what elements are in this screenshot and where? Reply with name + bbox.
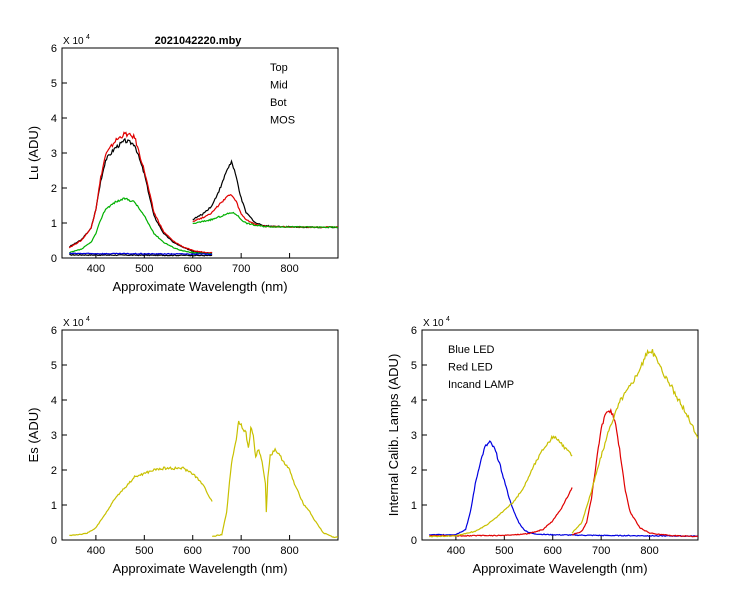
- axis-multiplier: X 10: [63, 318, 84, 329]
- y-tick-label: 0: [51, 535, 57, 547]
- x-tick-label: 800: [280, 263, 298, 275]
- series-line: [212, 420, 338, 539]
- x-axis-label: Approximate Wavelength (nm): [472, 561, 647, 576]
- y-tick-label: 3: [411, 430, 417, 442]
- x-tick-label: 400: [87, 263, 105, 275]
- axis-multiplier-exponent: 4: [446, 316, 450, 323]
- legend-entry: Bot: [270, 97, 287, 109]
- y-axis-label: Internal Calib. Lamps (ADU): [386, 354, 401, 517]
- series-line: [429, 487, 573, 537]
- x-tick-label: 600: [544, 545, 562, 557]
- series-line: [192, 211, 338, 229]
- y-tick-label: 1: [51, 218, 57, 230]
- x-tick-label: 600: [184, 263, 202, 275]
- y-tick-label: 1: [411, 500, 417, 512]
- legend-entry: MOS: [270, 115, 295, 127]
- x-tick-label: 700: [232, 545, 250, 557]
- y-tick-label: 5: [51, 78, 57, 90]
- series-line: [429, 434, 573, 538]
- y-tick-label: 4: [51, 395, 57, 407]
- series-line: [69, 197, 213, 255]
- series-line: [192, 159, 338, 229]
- y-axis-label: Lu (ADU): [26, 126, 41, 180]
- y-tick-label: 0: [411, 535, 417, 547]
- series-mid: [68, 131, 338, 254]
- x-tick-label: 500: [135, 545, 153, 557]
- y-tick-label: 5: [411, 360, 417, 372]
- y-tick-label: 3: [51, 430, 57, 442]
- plot-frame: [61, 329, 339, 541]
- series-top: [69, 137, 338, 257]
- series-line: [68, 131, 213, 254]
- axis-multiplier-exponent: 4: [86, 316, 90, 323]
- series-red-led: [429, 408, 698, 538]
- series-incand-lamp: [429, 348, 698, 538]
- series-blue-led: [429, 440, 698, 538]
- axis-multiplier: X 10: [423, 318, 444, 329]
- y-tick-label: 4: [51, 113, 57, 125]
- y-tick-label: 1: [51, 500, 57, 512]
- x-axis-label: Approximate Wavelength (nm): [112, 561, 287, 576]
- legend-entry: Blue LED: [448, 344, 495, 356]
- y-tick-label: 0: [51, 253, 57, 265]
- x-tick-label: 700: [592, 545, 610, 557]
- series-mos: [69, 252, 213, 256]
- x-tick-label: 600: [184, 545, 202, 557]
- series-line: [572, 408, 698, 538]
- y-tick-label: 6: [51, 43, 57, 55]
- series-line: [69, 466, 213, 537]
- y-tick-label: 4: [411, 395, 417, 407]
- axis-multiplier-exponent: 4: [86, 34, 90, 41]
- series-line: [69, 252, 213, 256]
- series-line: [69, 253, 213, 257]
- x-tick-label: 500: [495, 545, 513, 557]
- x-tick-label: 700: [232, 263, 250, 275]
- x-tick-label: 800: [280, 545, 298, 557]
- y-tick-label: 6: [411, 325, 417, 337]
- y-tick-label: 3: [51, 148, 57, 160]
- legend-entry: Mid: [270, 80, 288, 92]
- y-tick-label: 2: [411, 465, 417, 477]
- series-es: [69, 420, 338, 539]
- axis-multiplier: X 10: [63, 36, 84, 47]
- series-line: [429, 440, 698, 538]
- x-tick-label: 500: [135, 263, 153, 275]
- series-line: [571, 348, 698, 534]
- figure-title: 2021042220.mby: [155, 35, 243, 47]
- x-tick-label: 400: [447, 545, 465, 557]
- y-tick-label: 2: [51, 183, 57, 195]
- legend-entry: Incand LAMP: [448, 379, 514, 391]
- y-axis-label: Es (ADU): [26, 408, 41, 463]
- series-bot: [69, 197, 338, 255]
- y-tick-label: 5: [51, 360, 57, 372]
- legend-entry: Red LED: [448, 362, 493, 374]
- y-tick-label: 6: [51, 325, 57, 337]
- y-tick-label: 2: [51, 465, 57, 477]
- legend-entry: Top: [270, 62, 288, 74]
- x-axis-label: Approximate Wavelength (nm): [112, 279, 287, 294]
- x-tick-label: 400: [87, 545, 105, 557]
- x-tick-label: 800: [640, 545, 658, 557]
- series-line: [69, 137, 213, 255]
